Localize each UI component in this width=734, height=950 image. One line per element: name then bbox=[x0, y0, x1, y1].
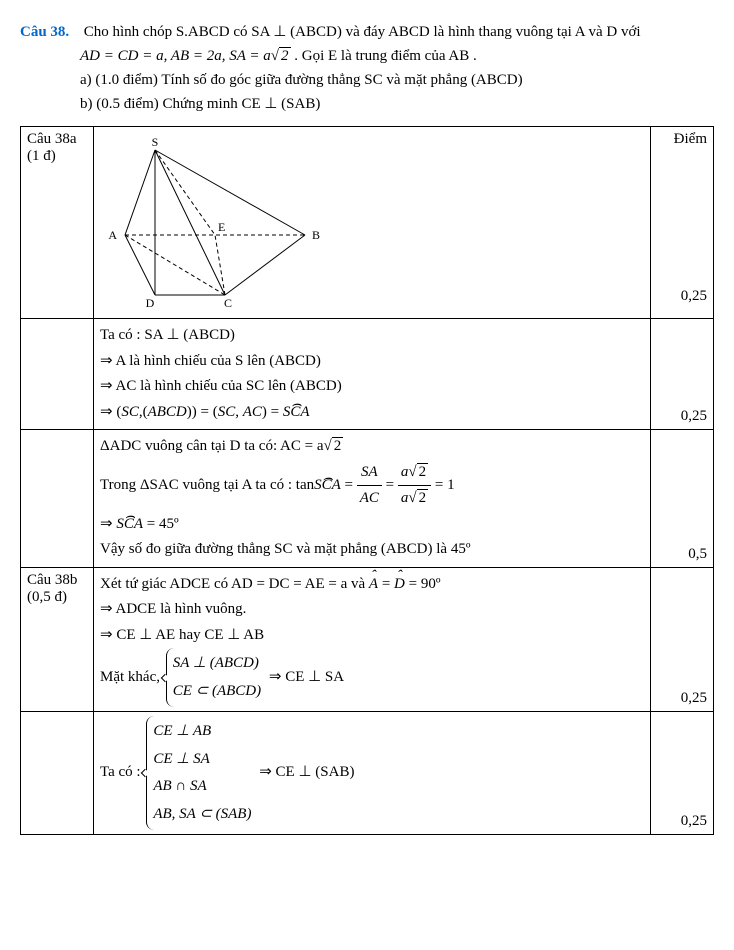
question-header: Câu 38. Cho hình chóp S.ABCD có SA ⊥ (AB… bbox=[20, 20, 714, 116]
stem-sqrt2: √2 bbox=[271, 47, 291, 64]
row4-score: 0,25 bbox=[651, 712, 714, 835]
row3-score: 0,25 bbox=[651, 567, 714, 712]
row1-score: 0,25 bbox=[651, 319, 714, 430]
table-row: Ta có : SA ⊥ (ABCD) ⇒ A là hình chiếu củ… bbox=[21, 319, 714, 430]
row0-content: S A B E D C bbox=[94, 127, 651, 319]
table-row: Ta có : CE ⊥ AB CE ⊥ SA AB ∩ SA AB, SA ⊂… bbox=[21, 712, 714, 835]
row0-label: Câu 38a (1 đ) bbox=[21, 127, 94, 319]
svg-text:D: D bbox=[146, 296, 155, 310]
svg-text:S: S bbox=[152, 135, 159, 149]
score-header: Điểm bbox=[674, 131, 707, 147]
svg-text:B: B bbox=[312, 228, 320, 242]
stem-line2-prefix: AD = CD = a, AB = 2a, SA = a bbox=[80, 48, 271, 64]
row1-content: Ta có : SA ⊥ (ABCD) ⇒ A là hình chiếu củ… bbox=[94, 319, 651, 430]
table-row: ΔADC vuông cân tại D ta có: AC = a√2 Tro… bbox=[21, 430, 714, 568]
question-stem-line1: Cho hình chóp S.ABCD có SA ⊥ (ABCD) và đ… bbox=[84, 20, 704, 44]
svg-text:C: C bbox=[224, 296, 232, 310]
question-number: Câu 38. bbox=[20, 20, 80, 44]
solution-table: Câu 38a (1 đ) S bbox=[20, 126, 714, 835]
row4-content: Ta có : CE ⊥ AB CE ⊥ SA AB ∩ SA AB, SA ⊂… bbox=[94, 712, 651, 835]
table-row: Câu 38b (0,5 đ) Xét tứ giác ADCE có AD =… bbox=[21, 567, 714, 712]
row0-score: 0,25 bbox=[681, 288, 707, 304]
header-score-cell: Điểm 0,25 bbox=[651, 127, 714, 319]
row2-content: ΔADC vuông cân tại D ta có: AC = a√2 Tro… bbox=[94, 430, 651, 568]
row2-score: 0,5 bbox=[651, 430, 714, 568]
geometry-figure: S A B E D C bbox=[100, 135, 330, 310]
row3-content: Xét tứ giác ADCE có AD = DC = AE = a và … bbox=[94, 567, 651, 712]
row4-label bbox=[21, 712, 94, 835]
svg-text:E: E bbox=[218, 220, 225, 234]
row3-label: Câu 38b (0,5 đ) bbox=[21, 567, 94, 712]
table-header-row: Câu 38a (1 đ) S bbox=[21, 127, 714, 319]
row1-label bbox=[21, 319, 94, 430]
stem-line2-suffix: . Gọi E là trung điểm của AB . bbox=[291, 48, 477, 64]
row2-label bbox=[21, 430, 94, 568]
part-a: a) (1.0 điểm) Tính số đo góc giữa đường … bbox=[20, 68, 714, 92]
svg-text:A: A bbox=[108, 228, 117, 242]
part-b: b) (0.5 điểm) Chứng minh CE ⊥ (SAB) bbox=[20, 92, 714, 116]
